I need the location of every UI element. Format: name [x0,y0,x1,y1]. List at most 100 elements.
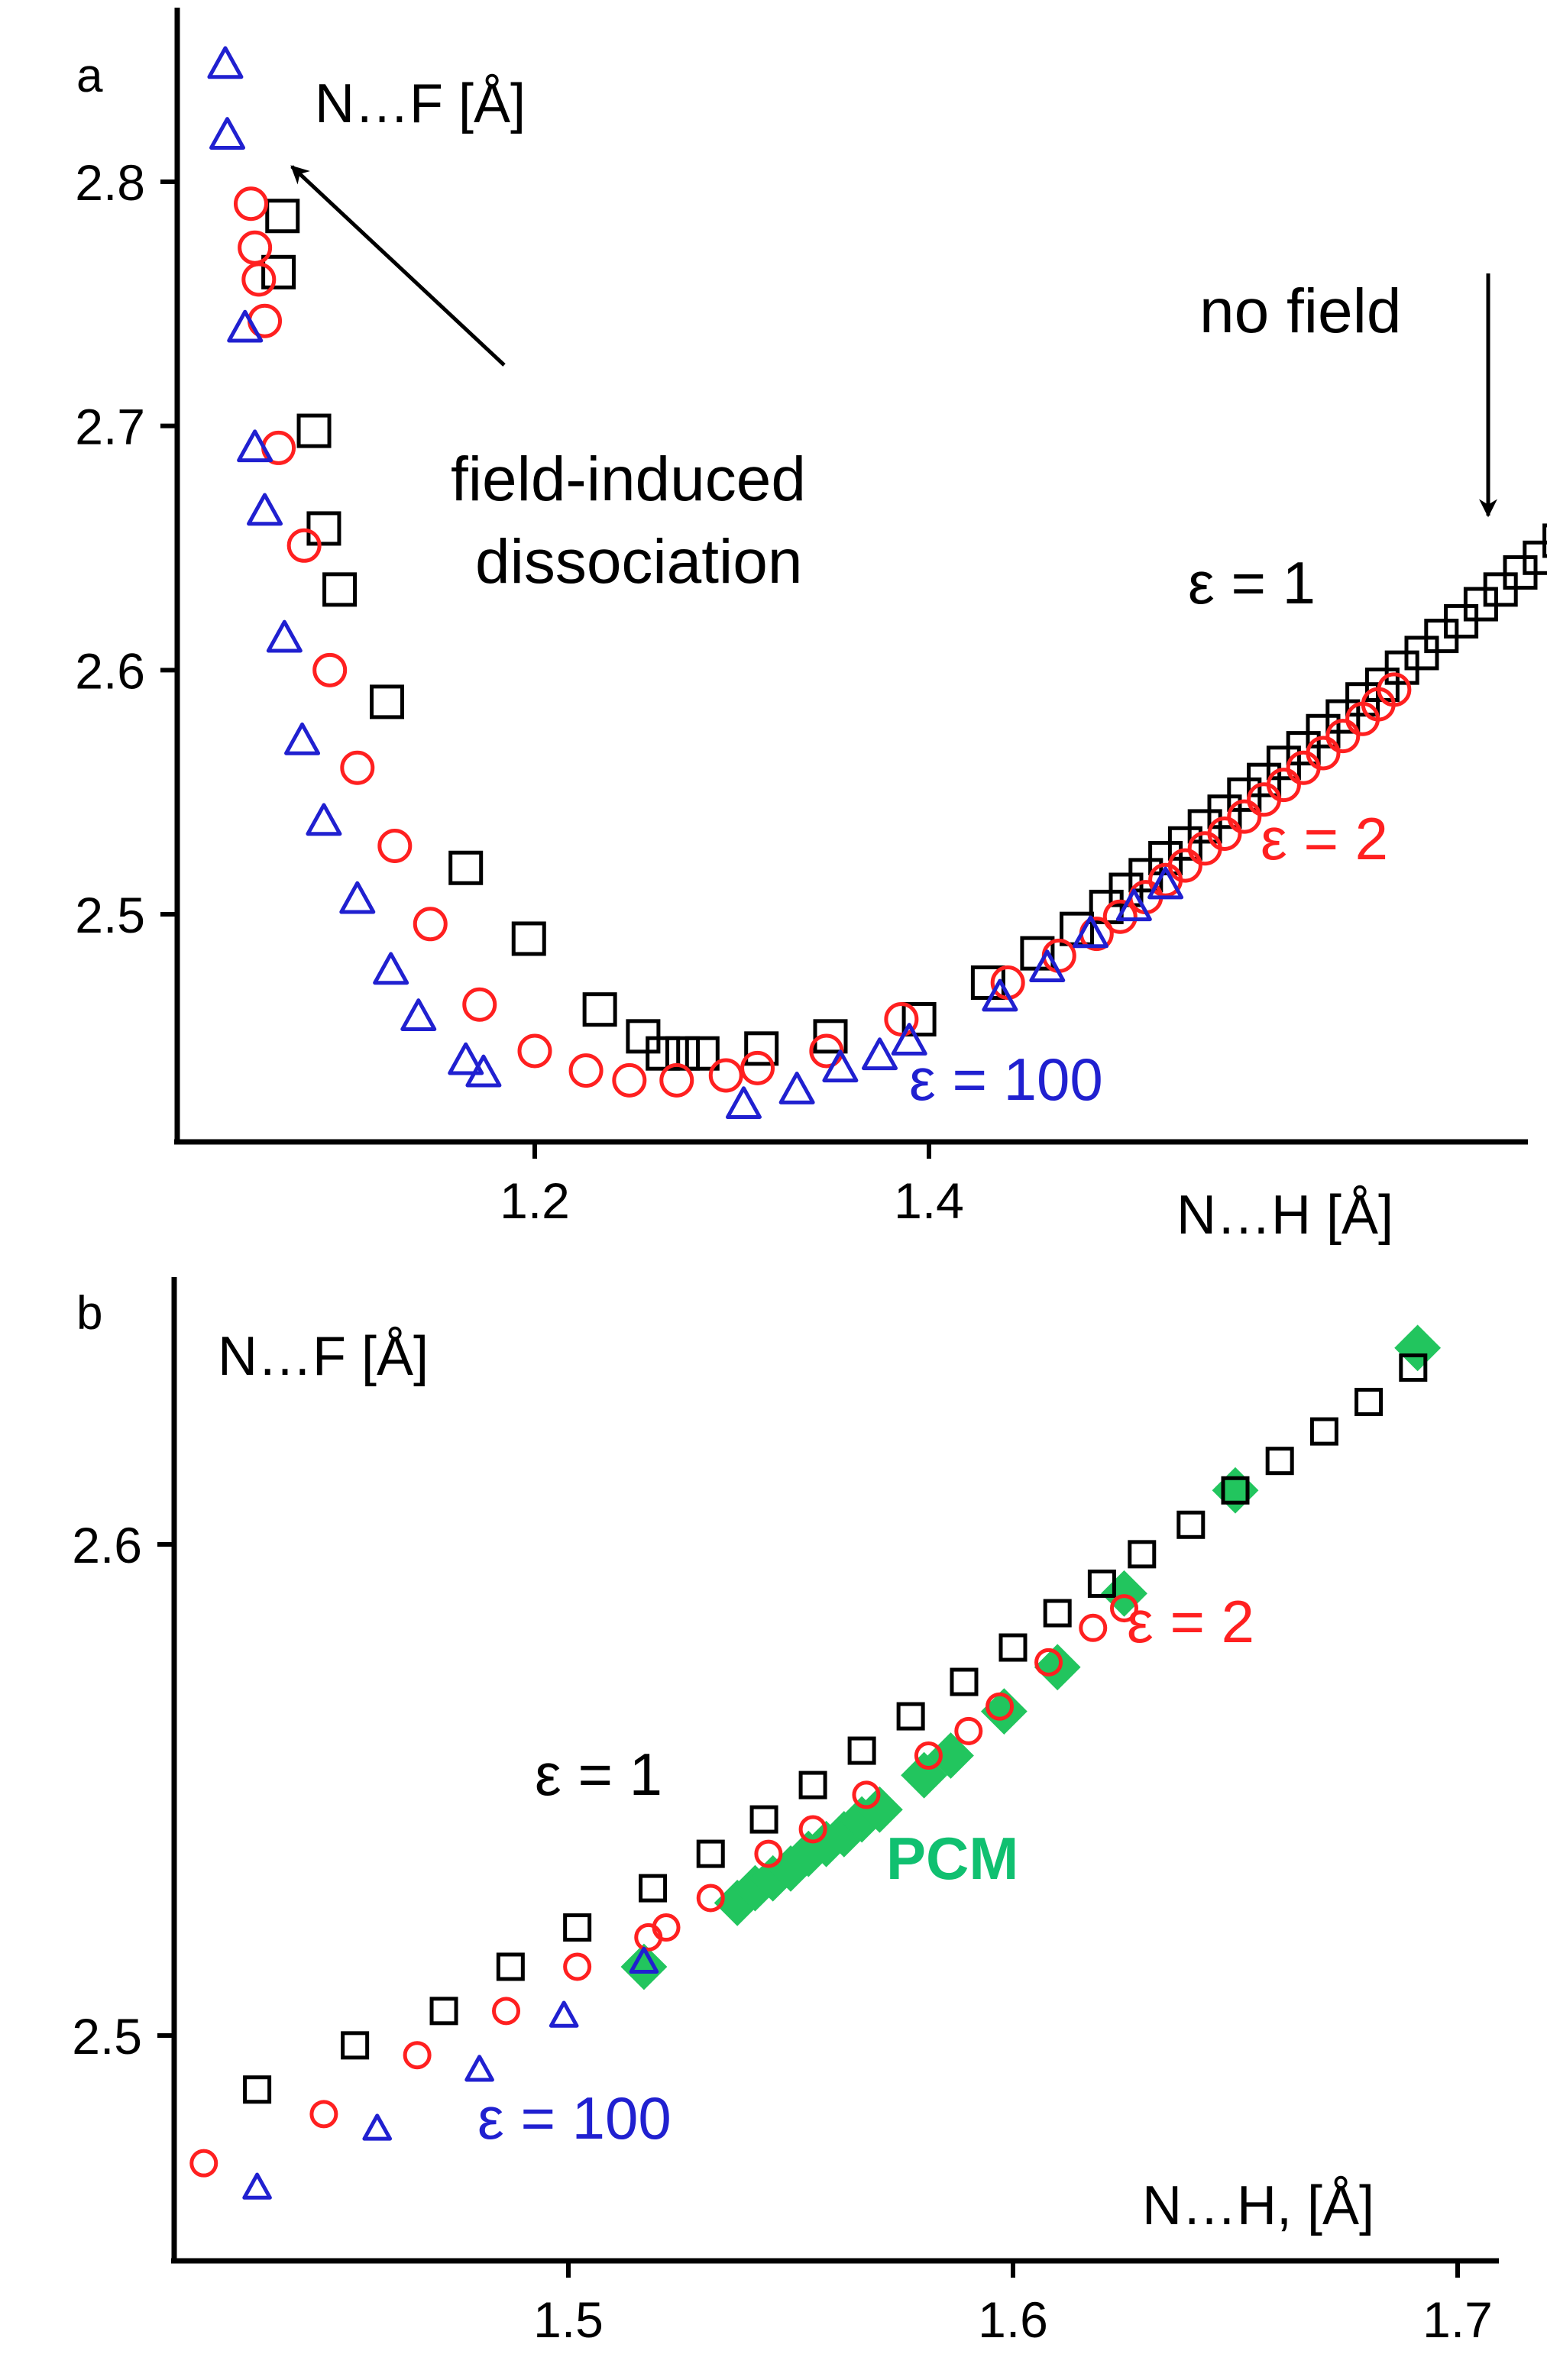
panel-b-label: b [76,1287,102,1340]
annotation-dissociation-2: dissociation [475,527,802,597]
point-eps100 [464,2055,494,2082]
point-pcm [1212,1466,1259,1514]
point-eps100 [266,619,303,653]
point-eps100 [778,1072,815,1104]
point-eps1 [1087,1569,1116,1598]
point-pcm [820,1810,868,1858]
point-eps2 [914,1741,943,1770]
point-eps1 [1128,1540,1157,1569]
point-eps2 [1266,768,1301,803]
point-eps2 [238,230,273,265]
point-eps100 [465,1054,502,1088]
point-eps1 [1221,1476,1250,1505]
point-eps100 [242,2172,272,2200]
point-eps2 [1207,817,1242,852]
panel-a-ticks: 1.2 1.4 2.5 2.6 2.7 2.8 [75,154,964,1229]
y-tick-label: 2.5 [75,887,145,943]
point-eps2 [1187,831,1222,866]
point-eps100 [549,2000,579,2028]
point-eps1 [749,1805,778,1834]
point-pcm [838,1796,885,1843]
point-eps100 [1147,866,1184,900]
series-eps100 [242,1946,659,2200]
x-tick-label: 1.4 [894,1172,964,1229]
point-eps100 [284,722,321,755]
label-pcm: PCM [886,1825,1018,1892]
point-eps2 [241,262,277,297]
point-eps2 [563,1952,592,1981]
point-eps1 [1523,540,1547,575]
point-eps100 [227,309,264,343]
point-eps1 [243,2075,272,2104]
panel-b-xlabel: N…H, [Å] [1142,2175,1374,2236]
point-eps1 [813,1019,848,1054]
point-eps1 [1542,523,1547,558]
point-eps100 [209,117,246,150]
point-eps100 [629,1946,659,1974]
point-eps2 [954,1716,983,1745]
point-eps2 [884,1001,919,1036]
point-eps2 [798,1815,827,1844]
point-eps100 [339,881,376,914]
point-eps2 [708,1058,743,1093]
point-eps100 [982,978,1018,1012]
point-eps1 [511,921,546,956]
point-eps2 [462,987,497,1022]
point-eps100 [207,46,244,79]
point-eps1 [896,1702,925,1731]
point-eps1 [1265,1447,1294,1476]
panel-a-points [207,46,1547,1120]
point-eps2 [659,1062,694,1098]
point-eps100 [1115,888,1152,922]
point-eps2 [189,2149,218,2178]
series-eps2 [189,1594,1138,2178]
y-tick-label: 2.6 [75,642,145,699]
point-eps2 [1167,848,1202,883]
panel-b-ticks: 1.5 1.6 1.7 2.5 2.6 [72,1517,1493,2348]
point-pcm [749,1855,797,1902]
point-eps1 [970,965,1005,1001]
series-pcm [620,1324,1442,1990]
point-eps2 [1034,1648,1063,1677]
point-eps100 [725,1086,762,1120]
point-eps1 [322,572,358,607]
panel-a-xlabel: N…H [Å] [1176,1185,1393,1246]
label-eps1-b: ε = 1 [535,1741,662,1808]
point-eps2 [1325,719,1361,754]
point-eps2 [696,1884,725,1913]
point-eps2 [612,1062,647,1098]
point-eps2 [1377,672,1412,707]
dissociation-arrow [290,165,506,367]
x-tick-label: 1.7 [1422,2291,1493,2348]
y-tick-label: 2.8 [75,154,145,211]
point-eps2 [754,1839,783,1868]
point-eps2 [309,2100,338,2129]
point-eps2 [403,2041,432,2070]
y-tick-label: 2.6 [72,1517,142,1573]
point-eps1 [950,1667,979,1696]
point-pcm [927,1732,974,1779]
point-eps1 [1176,1510,1206,1539]
point-eps2 [286,528,322,563]
point-eps2 [517,1033,552,1069]
point-eps2 [652,1913,681,1942]
point-eps2 [1306,736,1341,771]
point-eps2 [1102,899,1138,934]
point-eps100 [247,493,283,526]
point-pcm [620,1943,668,1990]
point-eps1 [306,511,341,546]
point-eps1 [998,1633,1028,1662]
series-eps1 [261,199,1547,1071]
point-eps100 [400,998,437,1031]
point-eps2 [1110,1594,1138,1623]
point-eps2 [340,750,375,785]
series-eps1 [243,1353,1428,2104]
point-eps2 [1227,799,1262,834]
point-eps1 [296,413,332,448]
point-eps100 [306,803,342,836]
point-eps100 [822,1049,859,1083]
point-eps100 [891,1023,927,1056]
point-eps100 [237,429,273,463]
point-eps1 [496,1952,525,1981]
point-eps1 [798,1770,827,1800]
